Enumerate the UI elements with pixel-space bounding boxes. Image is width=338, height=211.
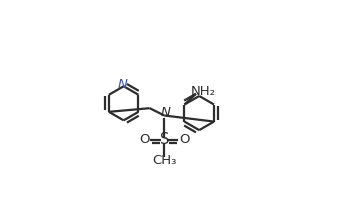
Text: NH₂: NH₂ bbox=[191, 85, 216, 97]
Text: O: O bbox=[139, 133, 150, 146]
Text: N: N bbox=[118, 78, 128, 91]
Text: CH₃: CH₃ bbox=[152, 154, 176, 167]
Text: S: S bbox=[160, 132, 169, 147]
Text: O: O bbox=[179, 133, 189, 146]
Text: N: N bbox=[160, 106, 170, 119]
